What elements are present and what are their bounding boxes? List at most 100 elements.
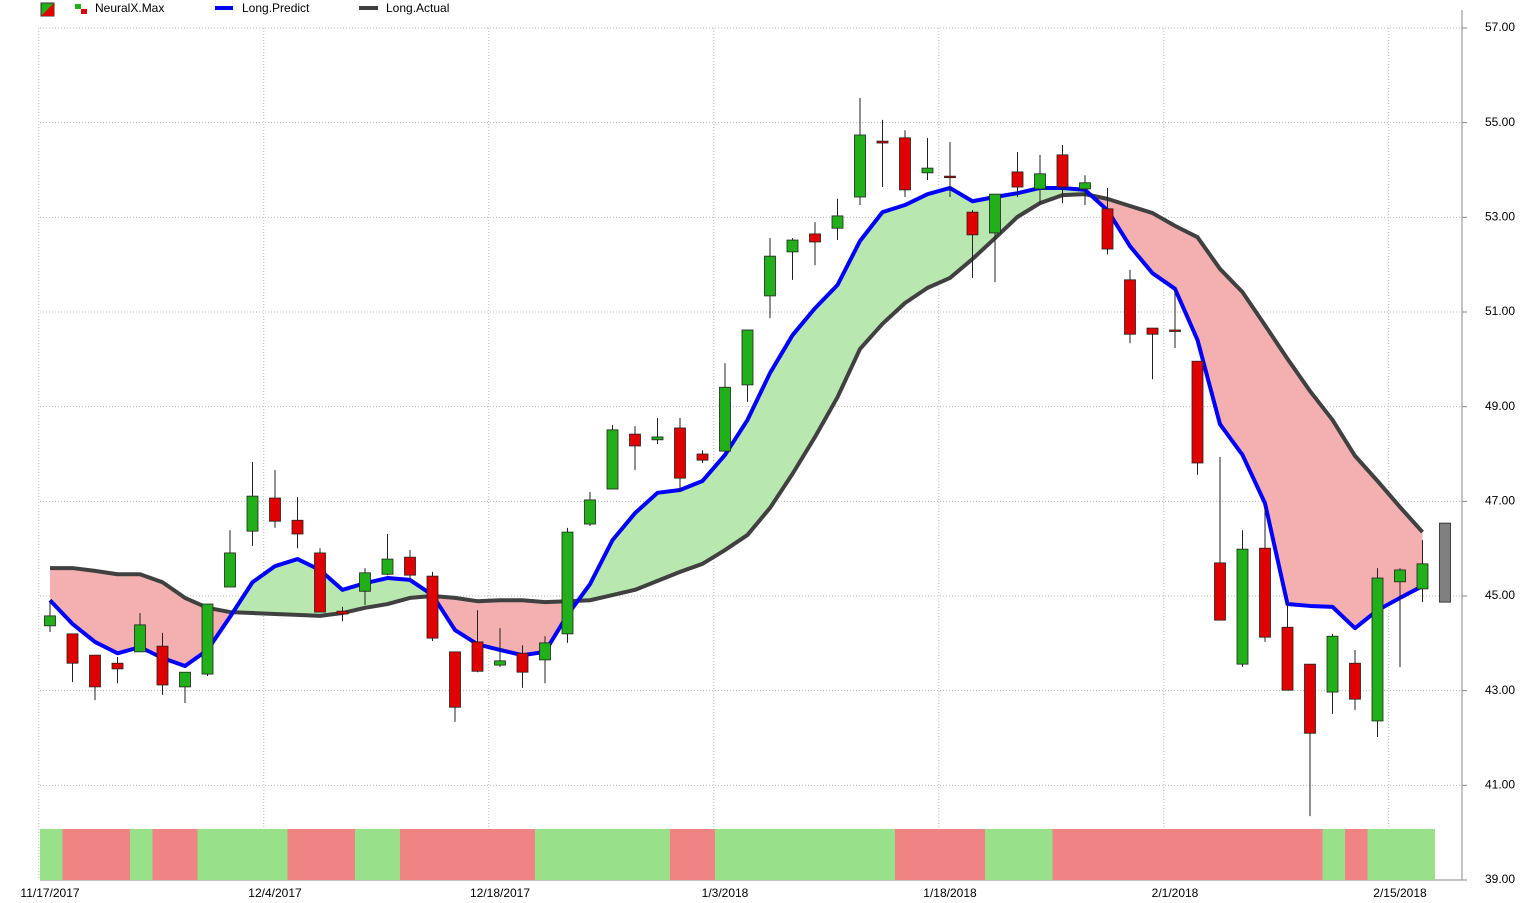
signal-band <box>715 829 738 880</box>
signal-band <box>1322 829 1345 880</box>
fill-between <box>747 373 770 535</box>
fill-between <box>950 187 973 278</box>
candle-body <box>809 233 821 243</box>
y-tick-label: 41.00 <box>1485 778 1515 792</box>
fill-between <box>1175 225 1198 340</box>
candle-body <box>539 642 551 661</box>
signal-band <box>670 829 693 880</box>
legend-label: Long.Predict <box>242 1 310 15</box>
fill-between <box>702 454 725 564</box>
series-line <box>48 185 1424 669</box>
candle-body <box>1394 569 1406 583</box>
candle-body <box>944 175 956 179</box>
signal-band <box>985 829 1008 880</box>
signal-band <box>602 829 625 880</box>
signal-band <box>1390 829 1413 880</box>
signal-band <box>197 829 220 880</box>
signal-band <box>85 829 108 880</box>
candle-body <box>494 660 506 666</box>
candle-body <box>1101 208 1114 250</box>
candle-body <box>471 641 484 672</box>
fill-between <box>1287 358 1310 606</box>
candle-body <box>584 499 596 525</box>
fill-between <box>275 559 298 615</box>
signal-band <box>1210 829 1233 880</box>
fill-between <box>1130 205 1153 274</box>
signal-band <box>40 829 63 880</box>
x-tick-label: 12/4/2017 <box>248 886 302 900</box>
signal-band <box>895 829 918 880</box>
fill-between <box>882 205 905 324</box>
signal-band <box>175 829 198 880</box>
candle-body <box>134 624 146 653</box>
signal-band <box>1367 829 1390 880</box>
signal-band <box>490 829 513 880</box>
x-tick-label: 1/3/2018 <box>702 886 749 900</box>
candle-body <box>156 645 169 686</box>
candle-body <box>1304 663 1316 734</box>
y-tick-label: 45.00 <box>1485 588 1515 602</box>
y-tick-label: 55.00 <box>1485 115 1515 129</box>
signal-band <box>1120 829 1143 880</box>
signal-band <box>872 829 895 880</box>
candle-body <box>201 603 214 675</box>
candle-body <box>66 633 79 664</box>
candle-body <box>561 531 574 635</box>
signal-band <box>1097 829 1120 880</box>
legend-swatch <box>81 9 87 14</box>
fill-between <box>95 570 118 654</box>
fill-between <box>1265 325 1288 605</box>
candle-body <box>89 654 101 688</box>
fill-between <box>657 489 680 581</box>
signal-band <box>805 829 828 880</box>
fill-between <box>72 568 95 642</box>
signal-band <box>310 829 333 880</box>
signal-band <box>850 829 873 880</box>
signal-band <box>580 829 603 880</box>
fill-between <box>1332 419 1355 629</box>
fill-between <box>1242 292 1265 504</box>
y-tick-label: 39.00 <box>1485 872 1515 886</box>
fill-between <box>1017 187 1040 217</box>
candle-body <box>1191 360 1204 464</box>
legend-label: NeuralX.Max <box>95 1 164 15</box>
candle-body <box>696 453 709 461</box>
signal-band <box>647 829 670 880</box>
signal-band <box>917 829 940 880</box>
signal-band <box>1075 829 1098 880</box>
signal-band <box>152 829 175 880</box>
fill-between <box>1310 391 1333 607</box>
signal-band <box>1345 829 1368 880</box>
fill-between <box>1152 213 1175 289</box>
signal-band <box>130 829 153 880</box>
fill-between <box>1220 268 1243 455</box>
y-tick-label: 53.00 <box>1485 210 1515 224</box>
y-tick-label: 49.00 <box>1485 399 1515 413</box>
candle-body <box>674 427 686 479</box>
candle-body <box>1124 279 1136 335</box>
fill-between <box>860 212 883 349</box>
signal-band <box>287 829 310 880</box>
signal-band <box>445 829 468 880</box>
signal-band <box>535 829 558 880</box>
legend-label: Long.Actual <box>386 1 449 15</box>
candle-body <box>246 495 259 532</box>
signal-band <box>1052 829 1075 880</box>
x-tick-label: 12/18/2017 <box>470 886 530 900</box>
signal-band <box>512 829 535 880</box>
fill-between <box>792 308 815 474</box>
candle-body <box>1236 548 1249 665</box>
candle-body <box>1326 635 1339 693</box>
fill-between <box>1197 237 1220 425</box>
signal-band <box>557 829 580 880</box>
candle-body <box>359 572 371 592</box>
chart-icon-half <box>41 3 54 16</box>
candle-body <box>1079 182 1091 190</box>
candle-body <box>1011 171 1024 188</box>
candle-body <box>381 558 394 575</box>
x-tick-label: 2/1/2018 <box>1152 886 1199 900</box>
fill-between <box>725 419 748 551</box>
candle-body <box>269 497 281 522</box>
signal-band <box>1030 829 1053 880</box>
candle-body <box>404 556 416 576</box>
